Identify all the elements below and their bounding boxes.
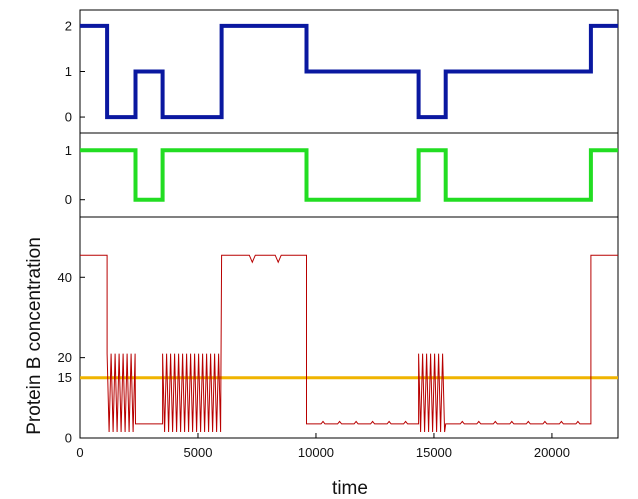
y-tick-label: 40 [58,270,72,285]
y-axis-title: Protein B concentration [24,237,45,435]
y-tick-label: 1 [65,143,72,158]
series-line-top [80,23,618,120]
x-tick-label: 5000 [184,445,213,460]
panel-top: 0 1 2 [65,9,619,134]
series-line-middle [80,148,618,202]
x-tick-label: 15000 [416,445,452,460]
x-tick-label: 0 [76,445,83,460]
y-tick-label: 15 [58,370,72,385]
y-tick-label: 0 [65,192,72,207]
panel-bottom-frame [79,216,619,439]
series-line-bottom [80,254,618,433]
x-tick-label: 20000 [534,445,570,460]
y-tick-label: 0 [65,110,72,125]
y-tick-label: 20 [58,350,72,365]
x-axis-title: time [332,478,368,499]
y-tick-label: 2 [65,18,72,33]
y-tick-label: 0 [65,431,72,446]
panel-middle: 01 [65,132,619,218]
panel-bottom: 0 15 20 40 [58,216,619,446]
x-tick-label: 10000 [298,445,334,460]
x-axis: 0 5000 10000 15000 20000 [76,433,570,460]
y-tick-label: 1 [65,64,72,79]
